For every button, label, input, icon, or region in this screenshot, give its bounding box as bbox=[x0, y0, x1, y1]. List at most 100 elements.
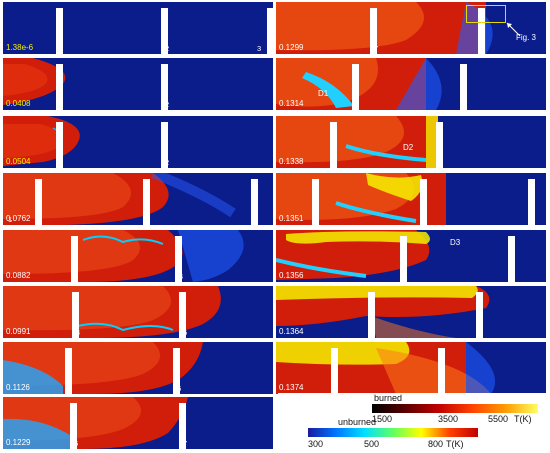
obstacle bbox=[161, 64, 168, 110]
temperature-field bbox=[276, 286, 490, 338]
temperature-field bbox=[276, 58, 442, 110]
fig3-label: Fig. 3 bbox=[516, 33, 537, 42]
obstacle-number: 3 bbox=[73, 271, 78, 281]
temperature-field bbox=[3, 230, 244, 282]
obstacle-number: 7 bbox=[183, 438, 188, 448]
burned-tick: 3500 bbox=[438, 414, 459, 424]
temperature-field bbox=[276, 230, 430, 280]
obstacle-number: 6 bbox=[74, 438, 79, 448]
obstacle-number: 9 bbox=[510, 271, 515, 281]
frame-panel: 1 2 0.0504 bbox=[3, 116, 273, 168]
frame-panel: 3 4 0.0882 bbox=[3, 230, 273, 282]
obstacle bbox=[173, 348, 180, 394]
frame-panel: 8 9 0.1364 bbox=[276, 286, 546, 338]
obstacle bbox=[330, 122, 337, 168]
burned-colorbar bbox=[372, 404, 538, 413]
obstacle bbox=[508, 236, 515, 282]
obstacle-number: 7 bbox=[332, 157, 337, 167]
obstacle-number: 1 bbox=[58, 43, 63, 53]
temperature-field bbox=[3, 2, 273, 54]
obstacle-number: 4 bbox=[76, 327, 81, 337]
burned-label: burned bbox=[374, 393, 403, 403]
unburned-unit: T(K) bbox=[446, 439, 464, 449]
obstacle bbox=[528, 179, 535, 225]
temperature-field bbox=[3, 397, 188, 449]
obstacle-number: 3 bbox=[257, 43, 262, 53]
temperature-field bbox=[3, 116, 80, 166]
frame-panel: 7 8 Fig. 3 0.1299 bbox=[276, 2, 546, 54]
obstacle-number: 2 bbox=[165, 99, 170, 109]
time-label: 0.0762 bbox=[6, 214, 31, 223]
obstacle-number: 1 bbox=[8, 214, 13, 224]
obstacle-number: 2 bbox=[165, 43, 170, 53]
obstacle bbox=[161, 8, 168, 54]
obstacle-number: 1 bbox=[58, 99, 63, 109]
obstacle bbox=[56, 64, 63, 110]
obstacle bbox=[161, 122, 168, 168]
temperature-field bbox=[3, 286, 221, 338]
obstacle-number: 2 bbox=[146, 214, 151, 224]
obstacle-number: 3 bbox=[253, 214, 258, 224]
obstacle bbox=[72, 292, 79, 338]
obstacle bbox=[70, 403, 77, 449]
frame-panel: 6 7 0.1229 bbox=[3, 397, 273, 449]
time-label: 0.1314 bbox=[279, 99, 304, 108]
time-label: 0.0991 bbox=[6, 327, 31, 336]
time-label: 0.1374 bbox=[279, 383, 304, 392]
obstacle bbox=[436, 122, 443, 168]
temperature-legend: burned 1500 3500 5500 T(K) unburned 300 … bbox=[278, 393, 548, 453]
burned-unit: T(K) bbox=[514, 414, 532, 424]
obstacle-number: 7 bbox=[354, 99, 359, 109]
obstacle-number: 2 bbox=[165, 157, 170, 167]
obstacle-number: 8 bbox=[402, 271, 407, 281]
obstacle bbox=[331, 348, 338, 394]
time-label: 1.38e-6 bbox=[6, 43, 34, 52]
obstacle bbox=[370, 8, 377, 54]
time-label: 0.1338 bbox=[279, 157, 304, 166]
obstacle bbox=[267, 8, 273, 54]
obstacle bbox=[71, 236, 78, 282]
obstacle bbox=[400, 236, 407, 282]
frame-panel: 8 9 D3 0.1356 bbox=[276, 230, 546, 282]
obstacle bbox=[56, 8, 63, 54]
d3-label: D3 bbox=[450, 238, 461, 247]
obstacle-number: 8 bbox=[370, 327, 375, 337]
temperature-field bbox=[3, 58, 66, 105]
unburned-tick: 800 bbox=[428, 439, 444, 449]
time-label: 0.1351 bbox=[279, 214, 304, 223]
obstacle-number: 8 bbox=[462, 99, 467, 109]
temperature-field bbox=[3, 342, 203, 394]
obstacle bbox=[175, 236, 182, 282]
frame-panel: 7 8 9 0.1351 bbox=[276, 173, 546, 225]
obstacle-number: 9 bbox=[478, 327, 483, 337]
obstacle bbox=[420, 179, 427, 225]
obstacle bbox=[312, 179, 319, 225]
burned-tick: 5500 bbox=[488, 414, 509, 424]
obstacle bbox=[35, 179, 42, 225]
obstacle-number: 5 bbox=[183, 327, 188, 337]
frame-panel: 1 2 3 0.0762 bbox=[3, 173, 273, 225]
obstacle bbox=[368, 292, 375, 338]
d1-label: D1 bbox=[318, 89, 329, 98]
time-label: 0.1229 bbox=[6, 438, 31, 447]
obstacle-number: 8 bbox=[438, 157, 443, 167]
obstacle bbox=[478, 8, 485, 54]
obstacle bbox=[179, 403, 186, 449]
time-label: 0.1356 bbox=[279, 271, 304, 280]
obstacle-number: 6 bbox=[177, 383, 182, 393]
obstacle bbox=[438, 348, 445, 394]
unburned-label: unburned bbox=[338, 417, 377, 427]
obstacle bbox=[143, 179, 150, 225]
unburned-tick: 500 bbox=[364, 439, 380, 449]
obstacle-number: 4 bbox=[179, 271, 184, 281]
frame-panel: 7 8 D1 0.1314 bbox=[276, 58, 546, 110]
temperature-field bbox=[276, 342, 496, 394]
unburned-tick: 300 bbox=[308, 439, 324, 449]
obstacle bbox=[65, 348, 72, 394]
obstacle bbox=[476, 292, 483, 338]
temperature-field bbox=[3, 173, 236, 225]
obstacle-number: 7 bbox=[314, 214, 319, 224]
frame-panel: 4 5 0.0991 bbox=[3, 286, 273, 338]
frame-panel: 1 2 3 1.38e-6 bbox=[3, 2, 273, 54]
obstacle-number: 8 bbox=[422, 214, 427, 224]
